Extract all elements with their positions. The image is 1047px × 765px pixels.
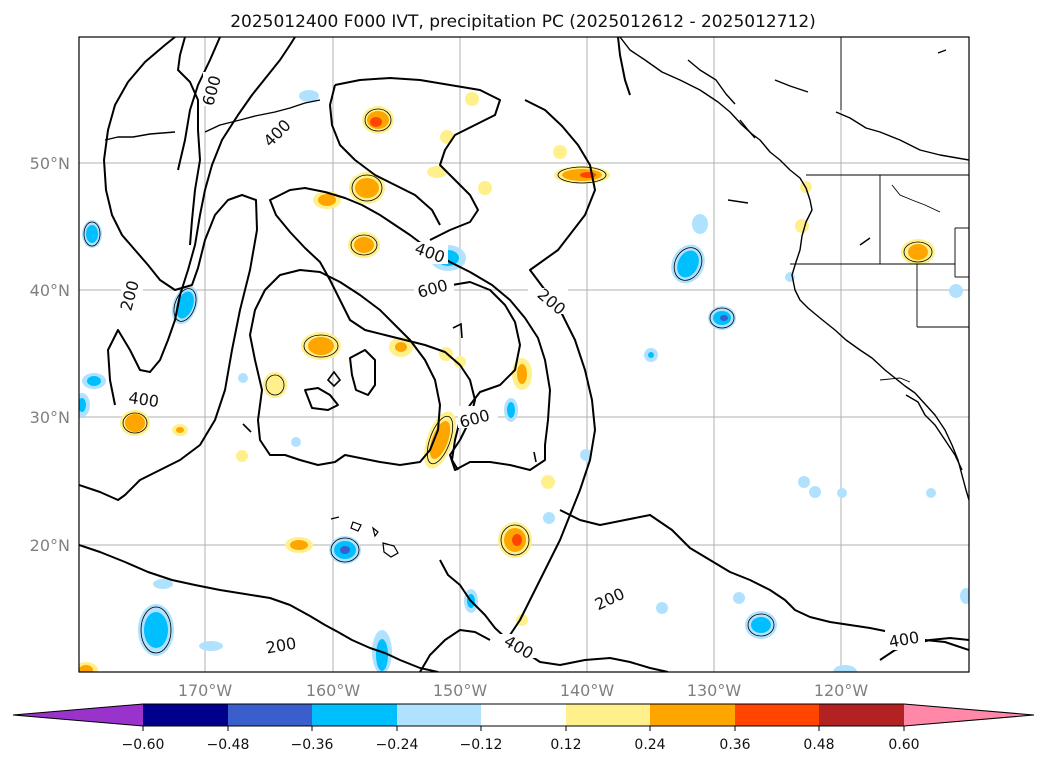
- ivt-contour-400: [177, 37, 201, 246]
- ivt-contour-200: [79, 37, 258, 501]
- precip-positive-blob: [424, 411, 456, 469]
- colorbar-extend-high: [904, 704, 1034, 726]
- precip-positive-blob: [901, 239, 935, 265]
- colorbar-ticks: [142, 726, 905, 731]
- lon-label-170w: 170°W: [178, 681, 233, 700]
- precip-negative-blob: [708, 306, 736, 330]
- precip-positive-blob: [362, 106, 394, 134]
- precip-positive-blob: [285, 537, 313, 553]
- colorbar-tick-label: 0.60: [888, 737, 919, 753]
- colorbar-bin: [566, 704, 650, 726]
- precip-positive-blob: [498, 522, 532, 558]
- colorbar-tick-label: −0.12: [460, 737, 503, 753]
- colorbar-tick-label: −0.36: [291, 737, 334, 753]
- ivt-contours: [79, 37, 969, 672]
- ivt-contour-200: [79, 544, 439, 672]
- colorbar-bin: [650, 704, 735, 726]
- ivt-contour-600: [349, 349, 376, 396]
- map-background: [79, 37, 969, 672]
- precip-positive-blob: [348, 232, 380, 258]
- colorbar-tick-label: −0.48: [207, 737, 250, 753]
- political-borders: [790, 37, 969, 383]
- map-frame: [78, 36, 970, 673]
- precip-negative-blob: [329, 536, 361, 564]
- colorbar-bin: [735, 704, 819, 726]
- ivt-contour-600: [329, 84, 441, 226]
- lat-label-30n: 30°N: [30, 408, 70, 427]
- ivt-contour-200: [617, 37, 631, 96]
- ivt-contour-400: [419, 629, 491, 672]
- latitude-labels: 50°N 40°N 30°N 20°N: [30, 154, 70, 555]
- precip-positive-blob: [349, 172, 385, 204]
- ivt-contour-400: [107, 37, 296, 406]
- contour-labels: 600 400 200 400 400 600 200 600 200 20: [117, 72, 925, 663]
- contour-label-400: 400: [127, 388, 160, 411]
- colorbar: −0.60 −0.48 −0.36 −0.24 −0.12 0.12 0.24 …: [12, 703, 1035, 753]
- colorbar-extend-low: [13, 704, 143, 726]
- precip-negative-blob: [82, 220, 102, 248]
- precip-positive-blob: [389, 337, 413, 357]
- map-panel: 600 400 200 400 400 600 200 600 200 20: [78, 36, 970, 673]
- lon-label-140w: 140°W: [560, 681, 615, 700]
- precip-positive-blob: [120, 410, 150, 436]
- colorbar-tick-label: 0.12: [550, 737, 581, 753]
- colorbar-bin: [143, 704, 228, 726]
- precip-negative-blob: [79, 90, 969, 672]
- colorbar-bin: [228, 704, 312, 726]
- lon-label-130w: 130°W: [687, 681, 742, 700]
- colorbar-tick-label: 0.24: [634, 737, 665, 753]
- ivt-contour-600: [304, 387, 339, 411]
- precip-positive-blob: [554, 166, 610, 184]
- lon-label-160w: 160°W: [306, 681, 361, 700]
- colorbar-tick-label: 0.48: [803, 737, 834, 753]
- lat-label-40n: 40°N: [30, 281, 70, 300]
- precip-pc-shading: [79, 90, 969, 672]
- colorbar-bin: [397, 704, 481, 726]
- precip-positive-blob: [512, 358, 532, 390]
- lat-label-20n: 20°N: [30, 536, 70, 555]
- colorbar-bin: [481, 704, 566, 726]
- precip-positive-blob: [263, 372, 287, 398]
- ivt-contour-600: [177, 37, 221, 171]
- colorbar-tick-label: −0.24: [376, 737, 419, 753]
- lon-label-150w: 150°W: [433, 681, 488, 700]
- ivt-contour-400: [269, 187, 551, 471]
- coastlines: [104, 37, 969, 501]
- precip-negative-blob: [745, 611, 777, 639]
- precip-positive-blob: [301, 332, 341, 360]
- colorbar-bin: [312, 704, 397, 726]
- north-america-coastline: [619, 37, 969, 501]
- ivt-contour-600: [334, 77, 501, 241]
- precip-outlines: [83, 108, 933, 654]
- precip-positive-blob: [79, 92, 812, 672]
- ivt-contour-600: [414, 281, 521, 471]
- small-features: [242, 322, 537, 463]
- colorbar-tick-label: −0.60: [122, 737, 165, 753]
- precip-positive-blob: [313, 191, 341, 209]
- figure-title: 2025012400 F000 IVT, precipitation PC (2…: [230, 12, 816, 32]
- longitude-labels: 170°W 160°W 150°W 140°W 130°W 120°W: [178, 681, 869, 700]
- hawaiian-islands: [330, 516, 399, 558]
- ivt-contour-600: [249, 269, 441, 466]
- precip-negative-blob: [138, 604, 174, 656]
- precip-negative-blob: [671, 244, 705, 284]
- colorbar-tick-label: 0.36: [719, 737, 750, 753]
- ivt-contour-200: [509, 99, 596, 636]
- lon-label-120w: 120°W: [814, 681, 869, 700]
- precip-positive-blob: [172, 424, 188, 436]
- colorbar-bin: [819, 704, 904, 726]
- lat-label-50n: 50°N: [30, 154, 70, 173]
